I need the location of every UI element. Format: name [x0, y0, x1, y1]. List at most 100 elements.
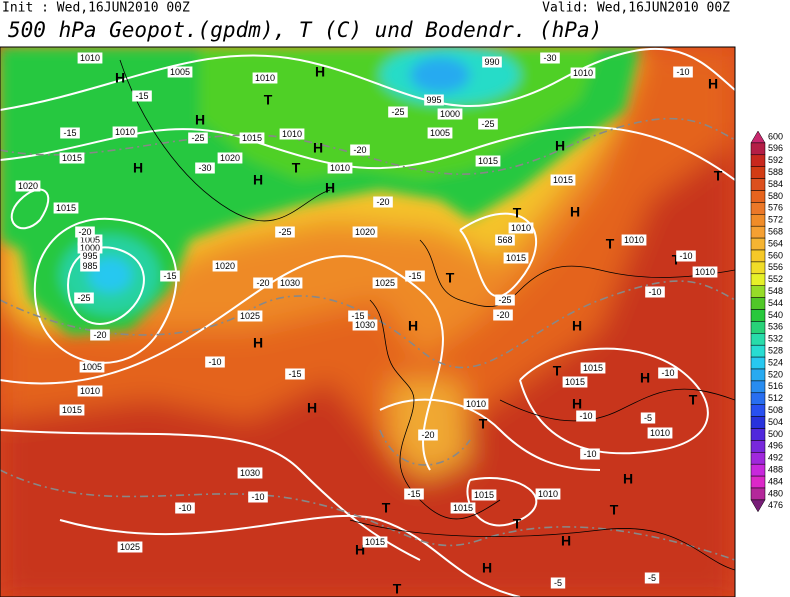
contour-label: 995 — [426, 95, 441, 105]
label-box — [327, 162, 353, 174]
contour-label: 985 — [82, 261, 97, 271]
contour-label: 1010 — [695, 267, 715, 277]
pressure-center: T — [606, 236, 615, 252]
contour-label: 1015 — [56, 203, 76, 213]
label-box — [362, 536, 388, 548]
label-box — [53, 202, 79, 214]
label-box — [388, 106, 408, 118]
colorbar-label: 580 — [768, 191, 783, 201]
colorbar-cap — [750, 130, 766, 144]
contour-label: -15 — [351, 311, 364, 321]
pressure-center: H — [408, 318, 418, 334]
colorbar-label: 540 — [768, 310, 783, 320]
label-box — [580, 448, 600, 460]
contour-label: 1030 — [355, 320, 375, 330]
label-box — [175, 502, 195, 514]
contour-label: 1025 — [240, 311, 260, 321]
colorbar-label: 568 — [768, 227, 783, 237]
label-box — [404, 488, 424, 500]
pressure-center: T — [446, 270, 455, 286]
contour-label: -15 — [163, 271, 176, 281]
colorbar-box — [750, 392, 766, 405]
label-box — [132, 90, 152, 102]
contour-label: -25 — [191, 133, 204, 143]
label-box — [692, 266, 718, 278]
label-box — [471, 489, 497, 501]
colorbar-label: 544 — [768, 298, 783, 308]
label-box — [279, 128, 305, 140]
colorbar-label: 504 — [768, 417, 783, 427]
contour-label: -20 — [78, 227, 91, 237]
label-box — [350, 144, 370, 156]
label-box — [621, 234, 647, 246]
pressure-center: T — [714, 168, 723, 184]
label-box — [74, 292, 94, 304]
contour-label: 1015 — [365, 537, 385, 547]
init-time: Init : Wed,16JUN2010 00Z — [2, 1, 190, 16]
colorbar-box — [750, 452, 766, 465]
colorbar-box — [750, 428, 766, 441]
pressure-center: H — [115, 70, 125, 86]
contour-label: -10 — [661, 368, 674, 378]
colorbar-label: 560 — [768, 250, 783, 260]
colorbar-label: 516 — [768, 381, 783, 391]
colorbar-label: 476 — [768, 500, 783, 510]
label-box — [77, 52, 103, 64]
contour-label: 1015 — [62, 405, 82, 415]
contour-label: 1005 — [80, 235, 100, 245]
label-box — [658, 367, 678, 379]
contour-label: -25 — [498, 295, 511, 305]
label-box — [475, 155, 501, 167]
label-box — [252, 72, 278, 84]
colorbar-box — [750, 154, 766, 167]
colorbar-label: 588 — [768, 167, 783, 177]
label-box — [463, 398, 489, 410]
contour-label: 1015 — [553, 175, 573, 185]
colorbar-label: 492 — [768, 453, 783, 463]
pressure-center: T — [264, 92, 273, 108]
label-box — [550, 174, 576, 186]
label-box — [80, 250, 100, 262]
map-labels: H H 1005 1010 1010 T -15 H -25 1010 -15 1015 H -30 102… — [15, 52, 723, 597]
label-box — [482, 56, 502, 68]
map-title: 500 hPa Geopot.(gpdm), T (C) und Bodendr… — [8, 18, 602, 42]
colorbar-label: 512 — [768, 393, 783, 403]
contour-label: -10 — [648, 287, 661, 297]
pressure-center: H — [555, 138, 565, 154]
pressure-center: T — [689, 392, 698, 408]
label-box — [60, 127, 80, 139]
label-box — [437, 108, 463, 120]
colorbar-box — [750, 368, 766, 382]
contour-label: -10 — [178, 503, 191, 513]
label-box — [285, 368, 305, 380]
contour-label: 1015 — [506, 253, 526, 263]
contour-label: 1005 — [170, 67, 190, 77]
label-box — [493, 309, 513, 321]
label-box — [253, 277, 273, 289]
contour-label: -30 — [198, 163, 211, 173]
colorbar-label: 552 — [768, 274, 783, 284]
label-box — [248, 491, 268, 503]
label-box — [540, 52, 560, 64]
label-box — [77, 385, 103, 397]
label-box — [112, 126, 138, 138]
label-box — [205, 356, 225, 368]
colorbar-box — [750, 356, 766, 370]
contour-label: -25 — [77, 293, 90, 303]
label-box — [212, 260, 238, 272]
colorbar-box — [750, 249, 766, 263]
isotherms — [0, 117, 735, 561]
colorbar-label: 596 — [768, 143, 783, 153]
label-box — [503, 252, 529, 264]
label-box — [275, 226, 295, 238]
pressure-center: H — [708, 76, 718, 92]
contour-label: 1010 — [330, 163, 350, 173]
label-box — [117, 541, 143, 553]
contour-label: 990 — [484, 57, 499, 67]
contour-label: 1010 — [573, 68, 593, 78]
contour-label: 1000 — [440, 109, 460, 119]
pressure-center: T — [393, 581, 402, 597]
contour-label: 995 — [82, 251, 97, 261]
label-box — [645, 286, 665, 298]
